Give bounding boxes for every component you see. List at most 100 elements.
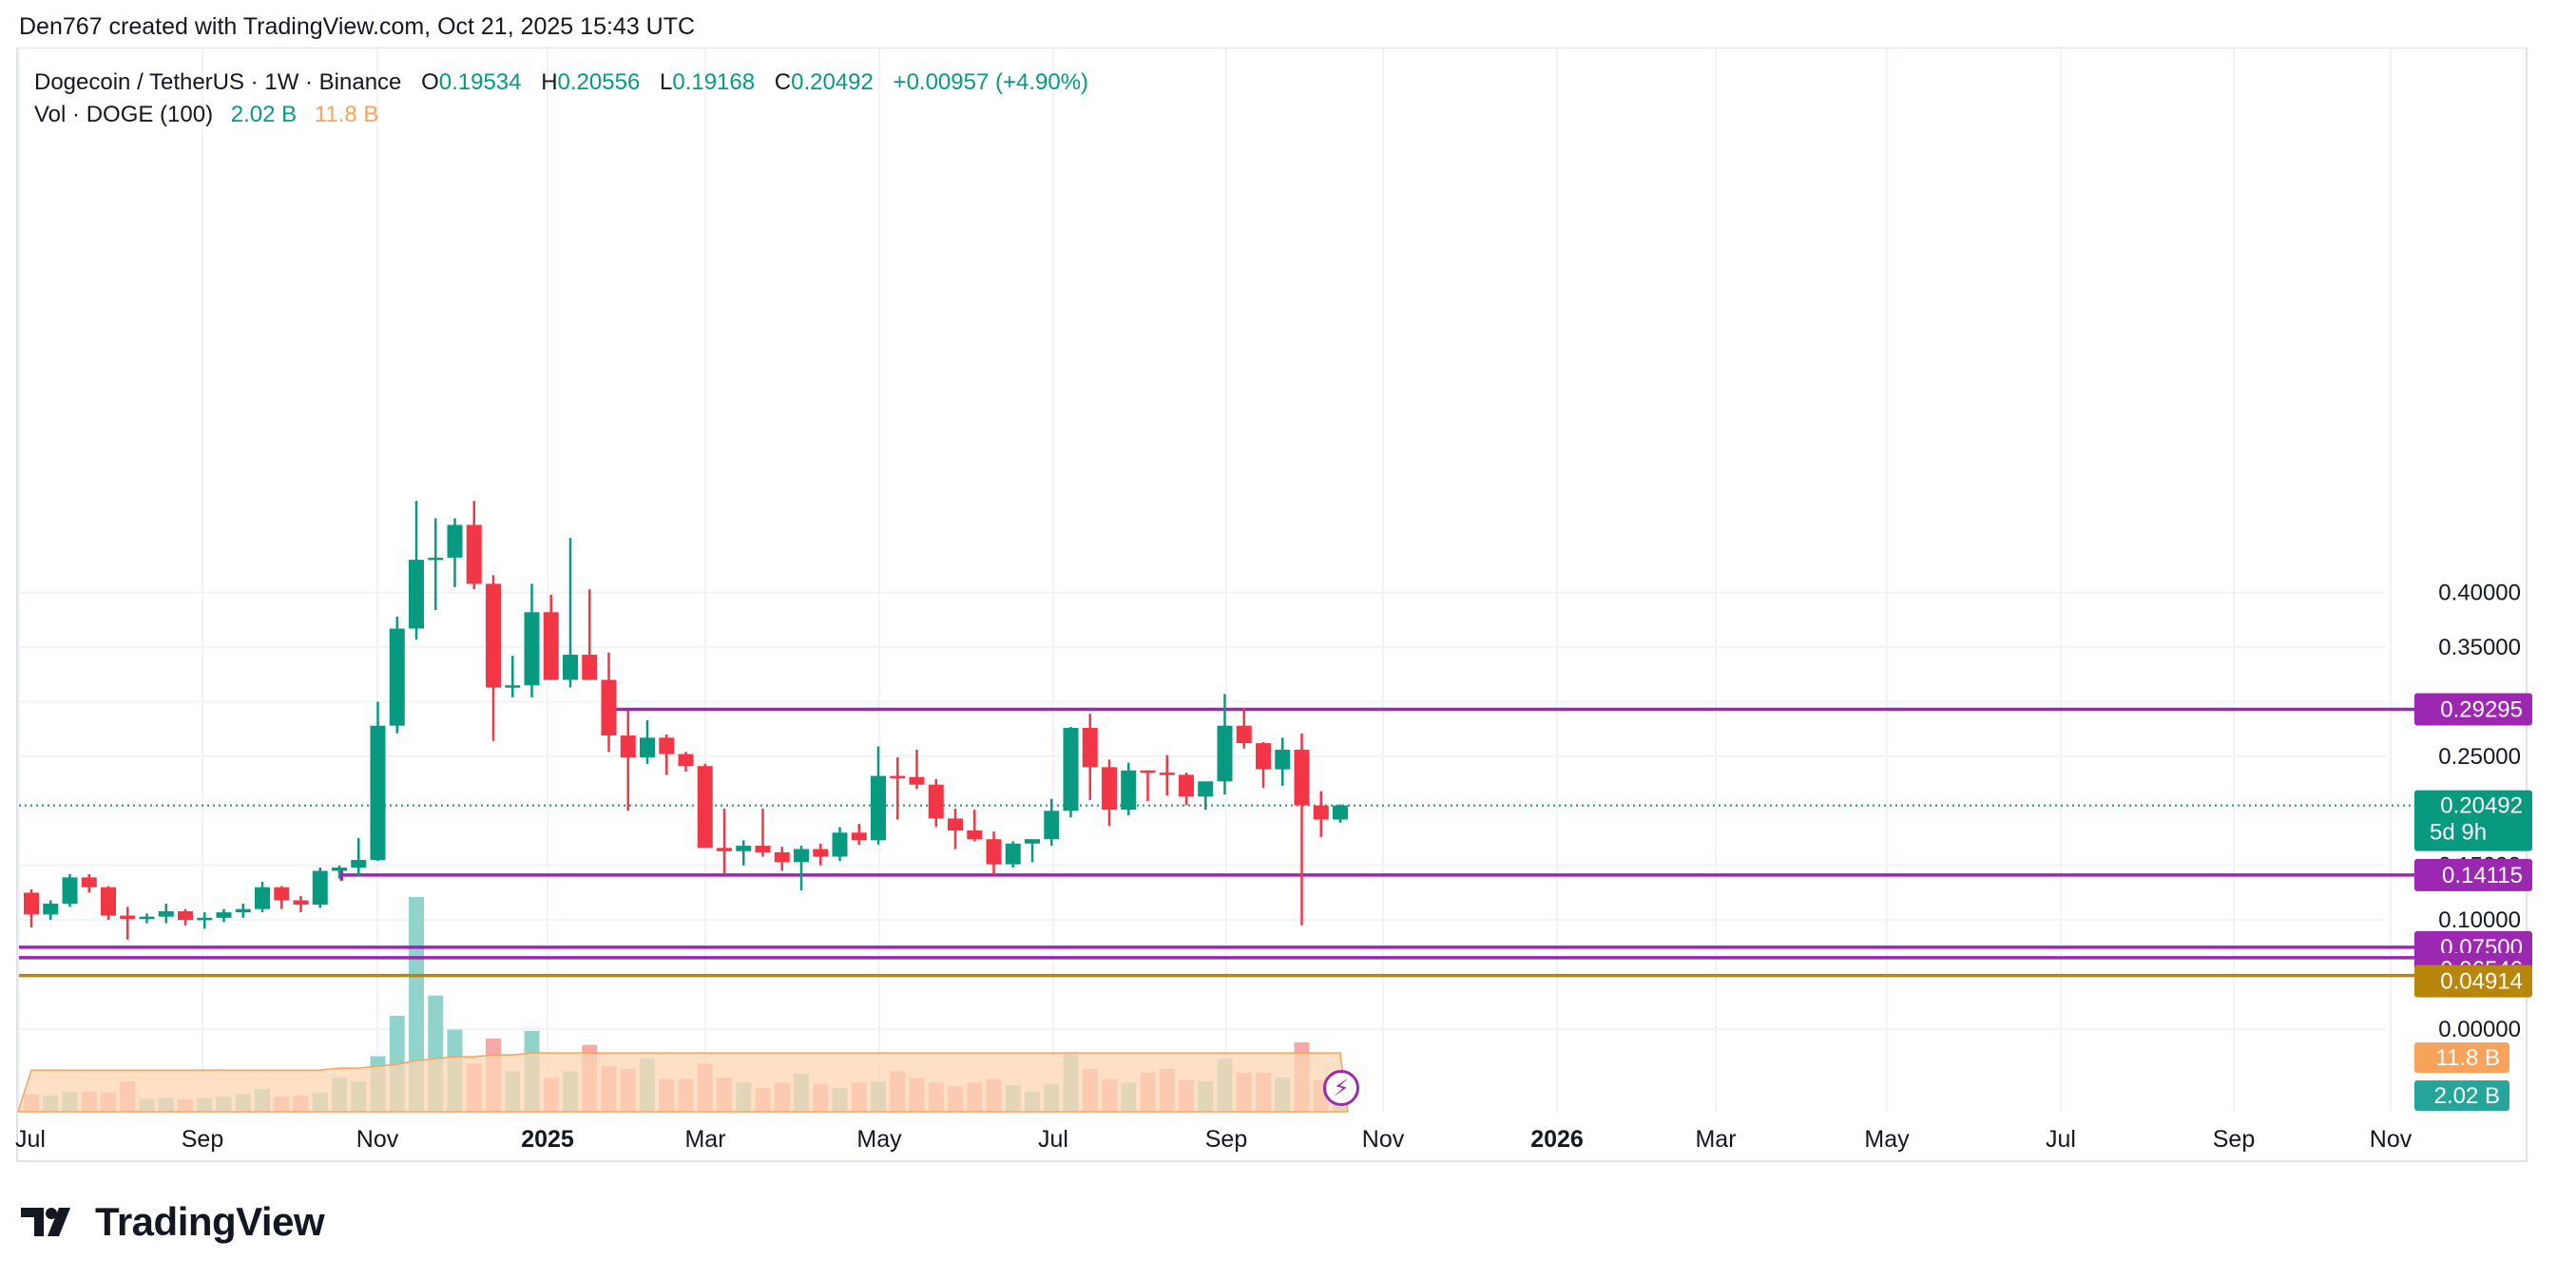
candle-body bbox=[909, 776, 925, 785]
candle-body bbox=[505, 685, 521, 688]
level-badge: 0.04914 bbox=[2440, 969, 2523, 995]
grid bbox=[16, 48, 2528, 1162]
candle-body bbox=[1333, 805, 1348, 820]
candle-body bbox=[409, 560, 424, 629]
volume-badge-bg bbox=[2414, 1042, 2509, 1073]
price-tick-label: 0.35000 bbox=[2438, 635, 2521, 660]
time-tick-label: Sep bbox=[182, 1126, 223, 1153]
candle-body bbox=[1256, 743, 1271, 770]
candle-body bbox=[1159, 773, 1175, 775]
candle-body bbox=[524, 612, 540, 686]
price-tick-label: 0.40000 bbox=[2438, 581, 2521, 606]
candle-body bbox=[43, 903, 59, 915]
time-tick-label: 2026 bbox=[1530, 1126, 1584, 1153]
candle-body bbox=[81, 877, 97, 888]
level-badge-bg bbox=[2414, 964, 2532, 998]
time-tick-label: Nov bbox=[356, 1126, 399, 1153]
candle-body bbox=[312, 870, 328, 906]
price-chart[interactable]: 0.400000.350000.300000.250000.150000.100… bbox=[0, 48, 2576, 1169]
candle-body bbox=[1025, 839, 1040, 844]
price-tick-label: 0.25000 bbox=[2438, 744, 2521, 770]
price-axis: 0.400000.350000.300000.250000.150000.100… bbox=[2414, 581, 2532, 1111]
time-axis: Jul Sep Nov 2025 Mar May Jul Sep Nov 2026 Mar May Ju… bbox=[15, 1126, 2413, 1153]
volume-label[interactable]: Vol · DOGE (100) bbox=[34, 102, 214, 127]
level-badge: 0.14115 bbox=[2442, 863, 2523, 888]
candle-body bbox=[697, 766, 713, 849]
tradingview-logo: TradingView bbox=[21, 1199, 325, 1245]
volume-ma-area bbox=[16, 1052, 1349, 1113]
volume-badge: 11.8 B bbox=[2435, 1045, 2500, 1071]
high-label: H bbox=[541, 69, 558, 95]
candle-body bbox=[62, 877, 78, 904]
volume-value: 2.02 B bbox=[230, 102, 298, 127]
last-price-badge: 0.20492 bbox=[2440, 793, 2523, 819]
price-tick-label: 0.00000 bbox=[2438, 1017, 2521, 1042]
candle-body bbox=[1179, 774, 1194, 797]
chart-legend: Dogecoin / TetherUS · 1W · Binance O0.19… bbox=[34, 67, 1088, 131]
candle-body bbox=[582, 655, 598, 680]
candle-body bbox=[1313, 805, 1329, 820]
price-tick-label: 0.10000 bbox=[2438, 907, 2521, 933]
candle-body bbox=[216, 912, 232, 918]
ohlc-legend-row: Dogecoin / TetherUS · 1W · Binance O0.19… bbox=[34, 67, 1088, 99]
candle-body bbox=[1198, 781, 1214, 797]
candle-body bbox=[235, 908, 251, 913]
candle-body bbox=[928, 784, 944, 819]
candle-body bbox=[293, 900, 309, 906]
candle-body bbox=[986, 839, 1002, 865]
time-tick-label: 2025 bbox=[521, 1126, 574, 1153]
volume-pane bbox=[16, 896, 1349, 1113]
candle-body bbox=[274, 887, 290, 901]
candle-body bbox=[1121, 770, 1137, 811]
open-label: O bbox=[421, 69, 439, 95]
candle-body bbox=[813, 849, 829, 857]
candle-body bbox=[428, 557, 444, 561]
candle-body bbox=[601, 679, 617, 736]
brand-name: TradingView bbox=[95, 1199, 325, 1244]
lightning-icon[interactable]: ⚡ bbox=[1323, 1070, 1359, 1106]
change-value: +0.00957 (+4.90%) bbox=[893, 69, 1089, 95]
horizontal-levels bbox=[19, 703, 2419, 978]
candle-body bbox=[774, 851, 790, 863]
low-value: 0.19168 bbox=[672, 69, 756, 95]
level-badge-bg bbox=[2414, 693, 2532, 726]
time-tick-label: Mar bbox=[1695, 1126, 1736, 1153]
volume-badge-bg bbox=[2414, 1080, 2509, 1111]
high-value: 0.20556 bbox=[557, 69, 641, 95]
time-tick-label: Mar bbox=[684, 1126, 725, 1153]
candle-body bbox=[389, 628, 405, 726]
time-tick-label: Nov bbox=[1362, 1126, 1405, 1153]
time-tick-label: Nov bbox=[2370, 1126, 2413, 1153]
candle-body bbox=[486, 583, 501, 688]
candle-body bbox=[736, 846, 752, 851]
level-badge-bg bbox=[2414, 858, 2532, 891]
candle-body bbox=[1082, 728, 1098, 768]
candle-body bbox=[197, 917, 213, 921]
candle-body bbox=[717, 848, 732, 851]
candle-body bbox=[794, 849, 809, 863]
candle-body bbox=[967, 830, 983, 840]
candle-body bbox=[678, 754, 694, 767]
symbol-name[interactable]: Dogecoin / TetherUS · 1W · Binance bbox=[34, 69, 402, 95]
candle-body bbox=[24, 892, 39, 915]
candle-body bbox=[871, 775, 886, 841]
candle-body bbox=[659, 737, 675, 754]
candle-body bbox=[1140, 770, 1156, 773]
time-tick-label: Jul bbox=[2046, 1126, 2076, 1153]
countdown-badge: 5d 9h bbox=[2430, 820, 2487, 846]
candle-body bbox=[1005, 843, 1021, 865]
candle-body bbox=[620, 735, 636, 758]
open-value: 0.19534 bbox=[438, 69, 522, 95]
candle-body bbox=[1063, 728, 1079, 811]
candle-body bbox=[351, 859, 367, 869]
close-label: C bbox=[774, 69, 792, 95]
time-tick-label: Sep bbox=[1205, 1126, 1247, 1153]
candle-body bbox=[332, 868, 347, 871]
time-tick-label: Jul bbox=[15, 1126, 46, 1153]
candle-body bbox=[755, 846, 771, 852]
candle-body bbox=[101, 887, 116, 916]
low-label: L bbox=[659, 69, 673, 95]
chart-area[interactable]: 0.400000.350000.300000.250000.150000.100… bbox=[0, 48, 2576, 1169]
time-tick-label: May bbox=[856, 1126, 902, 1153]
time-tick-label: Jul bbox=[1038, 1126, 1068, 1153]
